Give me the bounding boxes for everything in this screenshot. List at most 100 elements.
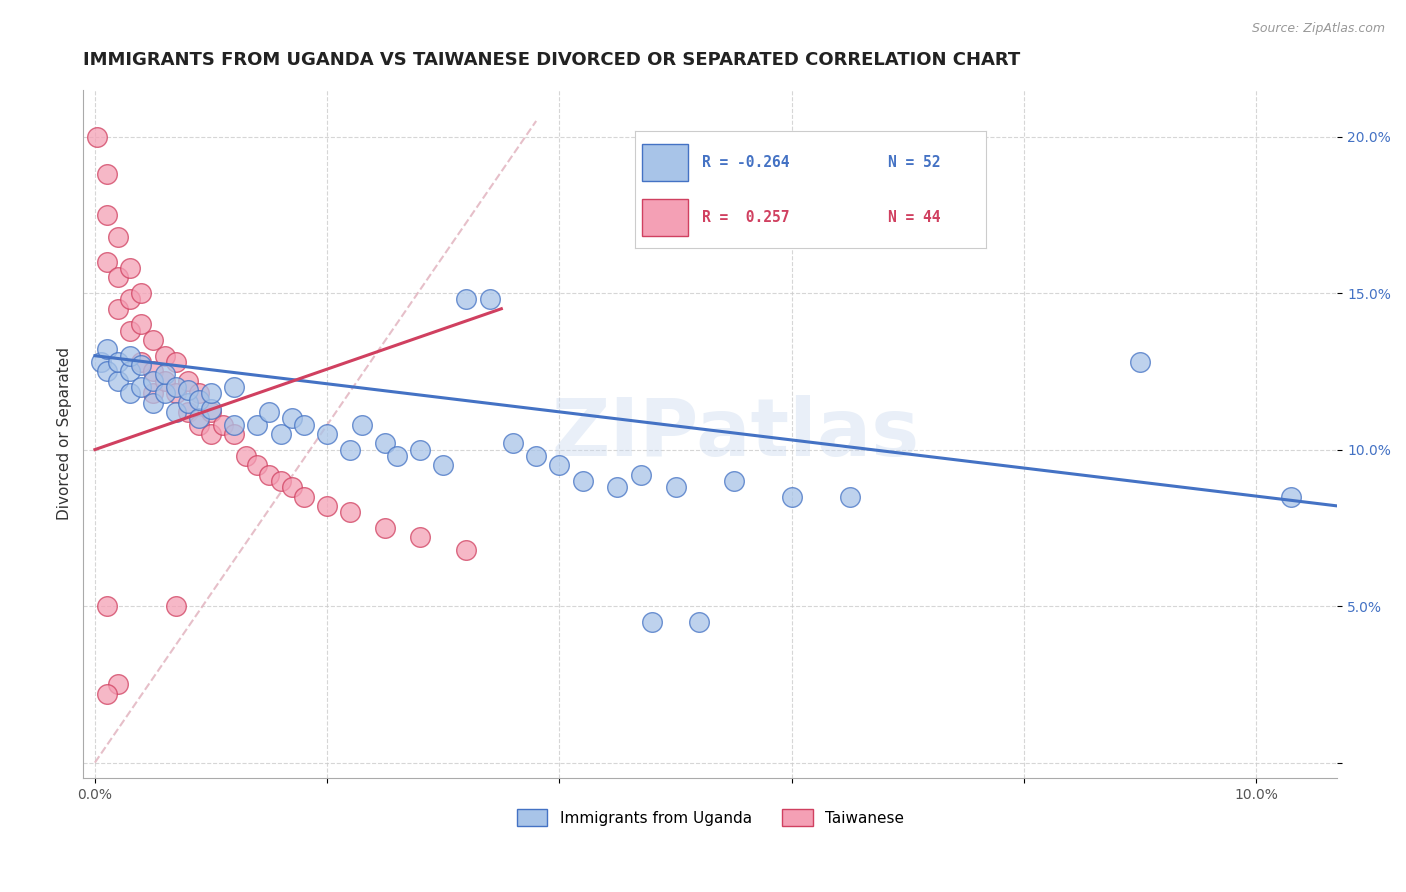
Point <box>96 255 118 269</box>
Point <box>118 293 141 307</box>
Point <box>385 449 408 463</box>
Point <box>142 386 165 401</box>
Point <box>548 458 571 473</box>
Point <box>96 687 118 701</box>
Point <box>200 405 222 419</box>
Point <box>257 467 280 482</box>
Text: ZIPatlas: ZIPatlas <box>551 395 920 473</box>
Point <box>153 368 176 382</box>
Point <box>316 426 339 441</box>
Point <box>107 374 129 388</box>
Point <box>456 293 478 307</box>
Point <box>211 417 233 432</box>
Point <box>224 426 246 441</box>
Point <box>224 417 246 432</box>
Point <box>200 426 222 441</box>
Point <box>118 324 141 338</box>
Point <box>571 474 593 488</box>
Point <box>177 395 200 409</box>
Point <box>281 480 304 494</box>
Text: IMMIGRANTS FROM UGANDA VS TAIWANESE DIVORCED OR SEPARATED CORRELATION CHART: IMMIGRANTS FROM UGANDA VS TAIWANESE DIVO… <box>83 51 1021 69</box>
Point <box>165 355 187 369</box>
Point <box>96 599 118 613</box>
Point <box>723 474 745 488</box>
Point <box>339 505 361 519</box>
Point <box>200 386 222 401</box>
Point <box>246 417 269 432</box>
Point <box>131 355 153 369</box>
Text: Source: ZipAtlas.com: Source: ZipAtlas.com <box>1251 22 1385 36</box>
Y-axis label: Divorced or Separated: Divorced or Separated <box>58 348 72 520</box>
Point <box>281 411 304 425</box>
Point <box>107 355 129 369</box>
Point <box>131 358 153 372</box>
Point <box>177 374 200 388</box>
Point <box>107 677 129 691</box>
Point <box>374 436 396 450</box>
Point <box>118 364 141 378</box>
Point <box>606 480 628 494</box>
Point <box>188 386 211 401</box>
Point <box>630 467 652 482</box>
Point <box>107 229 129 244</box>
Point <box>118 386 141 401</box>
Point <box>131 286 153 301</box>
Point <box>200 401 222 416</box>
Point <box>107 270 129 285</box>
Point <box>177 383 200 397</box>
Point <box>641 615 664 629</box>
Point <box>316 499 339 513</box>
Point <box>96 208 118 222</box>
Point <box>235 449 257 463</box>
Point <box>118 349 141 363</box>
Point <box>374 521 396 535</box>
Point <box>165 380 187 394</box>
Point <box>165 386 187 401</box>
Point <box>409 530 432 544</box>
Point <box>292 417 315 432</box>
Legend: Immigrants from Uganda, Taiwanese: Immigrants from Uganda, Taiwanese <box>510 803 910 832</box>
Point <box>142 374 165 388</box>
Point <box>292 490 315 504</box>
Point <box>350 417 373 432</box>
Point <box>142 333 165 347</box>
Point <box>96 167 118 181</box>
Point <box>153 374 176 388</box>
Point <box>188 392 211 407</box>
Point <box>188 417 211 432</box>
Point <box>339 442 361 457</box>
Point <box>96 364 118 378</box>
Point <box>131 380 153 394</box>
Point <box>478 293 501 307</box>
Point <box>96 343 118 357</box>
Point <box>165 405 187 419</box>
Point <box>165 599 187 613</box>
Point <box>142 395 165 409</box>
Point <box>270 474 292 488</box>
Point <box>257 405 280 419</box>
Point <box>1129 355 1152 369</box>
Point <box>456 542 478 557</box>
Point <box>246 458 269 473</box>
Point <box>688 615 710 629</box>
Point <box>118 261 141 276</box>
Point <box>188 411 211 425</box>
Point <box>177 405 200 419</box>
Point <box>524 449 547 463</box>
Point <box>432 458 454 473</box>
Point <box>153 386 176 401</box>
Point <box>270 426 292 441</box>
Point <box>153 349 176 363</box>
Point <box>1279 490 1302 504</box>
Point <box>780 490 803 504</box>
Point <box>409 442 432 457</box>
Point <box>224 380 246 394</box>
Point <box>142 364 165 378</box>
Point <box>131 318 153 332</box>
Point <box>664 480 686 494</box>
Point <box>107 301 129 316</box>
Point <box>838 490 860 504</box>
Point <box>86 129 108 144</box>
Point <box>502 436 524 450</box>
Point <box>90 355 112 369</box>
